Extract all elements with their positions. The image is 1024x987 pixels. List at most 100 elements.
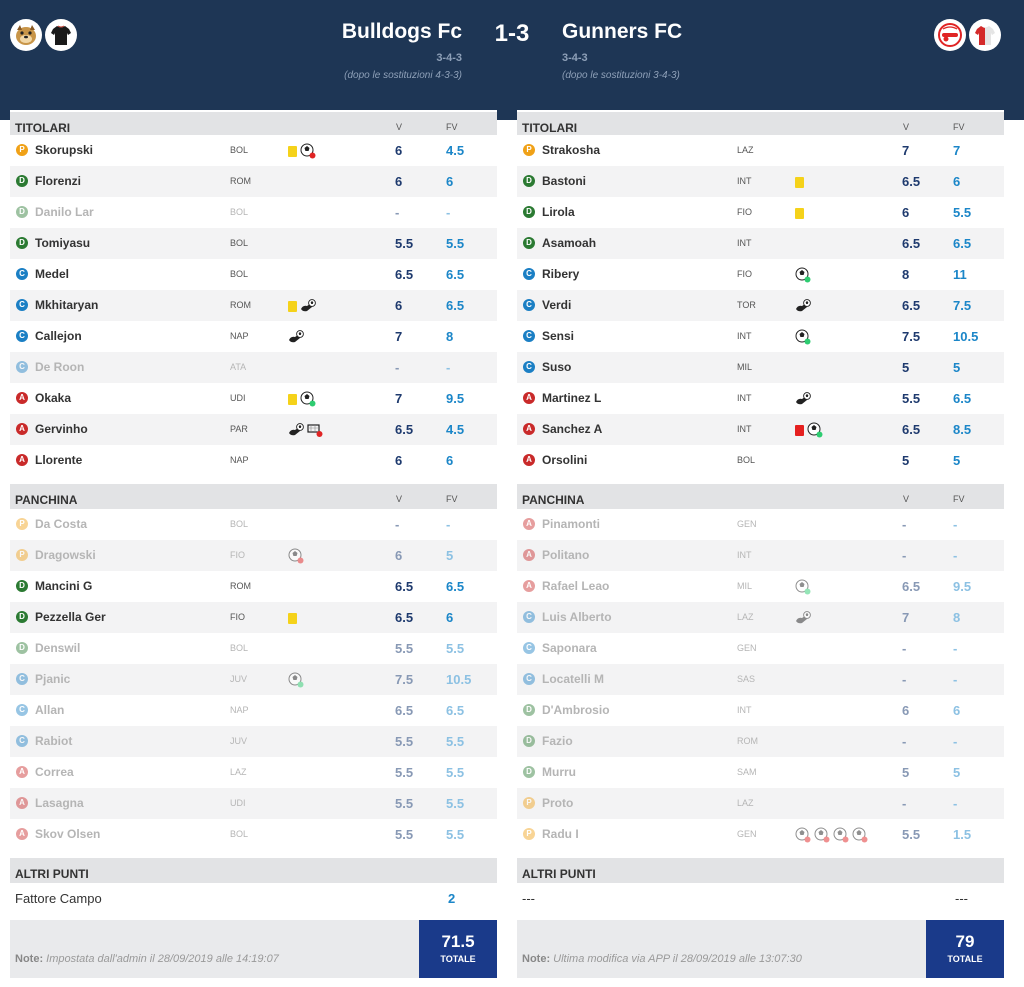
player-row[interactable]: C Pjanic JUV 7.5 10.5 <box>10 664 497 695</box>
player-name[interactable]: Mkhitaryan <box>35 298 99 312</box>
player-name[interactable]: Okaka <box>35 391 72 405</box>
player-name[interactable]: Danilo Lar <box>35 205 94 219</box>
player-row[interactable]: P Dragowski FIO 6 5 <box>10 540 497 571</box>
player-row[interactable]: D Florenzi ROM 6 6 <box>10 166 497 197</box>
player-row[interactable]: C Allan NAP 6.5 6.5 <box>10 695 497 726</box>
away-team-jersey[interactable] <box>969 19 1001 51</box>
player-row[interactable]: P Radu I GEN 5.5 1.5 <box>517 819 1004 850</box>
player-row[interactable]: P Proto LAZ - - <box>517 788 1004 819</box>
player-name[interactable]: Radu I <box>542 827 579 841</box>
player-row[interactable]: A Sanchez A INT 6.5 8.5 <box>517 414 1004 445</box>
player-name[interactable]: Proto <box>542 796 574 810</box>
player-name[interactable]: Pinamonti <box>542 517 601 531</box>
player-name[interactable]: Verdi <box>542 298 572 312</box>
player-name[interactable]: Fazio <box>542 734 573 748</box>
player-row[interactable]: C Rabiot JUV 5.5 5.5 <box>10 726 497 757</box>
player-name[interactable]: Bastoni <box>542 174 587 188</box>
player-row[interactable]: C Medel BOL 6.5 6.5 <box>10 259 497 290</box>
player-row[interactable]: A Rafael Leao MIL 6.5 9.5 <box>517 571 1004 602</box>
player-row[interactable]: A Llorente NAP 6 6 <box>10 445 497 476</box>
player-row[interactable]: C Luis Alberto LAZ 7 8 <box>517 602 1004 633</box>
away-team-logo[interactable] <box>934 19 966 51</box>
player-name[interactable]: Dragowski <box>35 548 96 562</box>
player-row[interactable]: D Denswil BOL 5.5 5.5 <box>10 633 497 664</box>
player-name[interactable]: Da Costa <box>35 517 88 531</box>
home-team-name[interactable]: Bulldogs Fc <box>341 20 462 43</box>
home-team-jersey[interactable] <box>45 19 77 51</box>
player-row[interactable]: P Da Costa BOL - - <box>10 509 497 540</box>
player-name[interactable]: Correa <box>35 765 74 779</box>
away-team-name[interactable]: Gunners FC <box>562 20 683 43</box>
player-name[interactable]: Locatelli M <box>542 672 605 686</box>
player-row[interactable]: P Skorupski BOL 6 4.5 <box>10 135 497 166</box>
player-row[interactable]: A Orsolini BOL 5 5 <box>517 445 1004 476</box>
player-row[interactable]: C Mkhitaryan ROM 6 6.5 <box>10 290 497 321</box>
player-row[interactable]: C Saponara GEN - - <box>517 633 1004 664</box>
player-club: LAZ <box>737 612 754 622</box>
player-name[interactable]: De Roon <box>35 360 85 374</box>
player-name[interactable]: Rabiot <box>35 734 73 748</box>
player-name[interactable]: Politano <box>542 548 590 562</box>
player-name[interactable]: Orsolini <box>542 453 588 467</box>
player-row[interactable]: A Pinamonti GEN - - <box>517 509 1004 540</box>
player-club: UDI <box>230 798 246 808</box>
player-row[interactable]: D Mancini G ROM 6.5 6.5 <box>10 571 497 602</box>
player-name[interactable]: Medel <box>35 267 70 281</box>
player-row[interactable]: A Martinez L INT 5.5 6.5 <box>517 383 1004 414</box>
player-row[interactable]: A Politano INT - - <box>517 540 1004 571</box>
player-name[interactable]: Florenzi <box>35 174 82 188</box>
player-row[interactable]: D Fazio ROM - - <box>517 726 1004 757</box>
player-name[interactable]: Sanchez A <box>542 422 603 436</box>
player-name[interactable]: Gervinho <box>35 422 88 436</box>
player-name[interactable]: D'Ambrosio <box>542 703 610 717</box>
player-row[interactable]: D Bastoni INT 6.5 6 <box>517 166 1004 197</box>
player-row[interactable]: D D'Ambrosio INT 6 6 <box>517 695 1004 726</box>
player-row[interactable]: C Suso MIL 5 5 <box>517 352 1004 383</box>
player-row[interactable]: A Lasagna UDI 5.5 5.5 <box>10 788 497 819</box>
player-row[interactable]: C Verdi TOR 6.5 7.5 <box>517 290 1004 321</box>
player-name[interactable]: Tomiyasu <box>35 236 91 250</box>
player-name[interactable]: Martinez L <box>542 391 602 405</box>
player-club: INT <box>737 705 752 715</box>
player-row[interactable]: C De Roon ATA - - <box>10 352 497 383</box>
player-name[interactable]: Saponara <box>542 641 597 655</box>
player-row[interactable]: A Correa LAZ 5.5 5.5 <box>10 757 497 788</box>
player-name[interactable]: Denswil <box>35 641 81 655</box>
player-name[interactable]: Strakosha <box>542 143 601 157</box>
player-name[interactable]: Llorente <box>35 453 83 467</box>
player-vote: 6 <box>902 205 910 220</box>
player-name[interactable]: Luis Alberto <box>542 610 612 624</box>
player-row[interactable]: D Murru SAM 5 5 <box>517 757 1004 788</box>
player-name[interactable]: Pezzella Ger <box>35 610 106 624</box>
player-row[interactable]: D Asamoah INT 6.5 6.5 <box>517 228 1004 259</box>
player-row[interactable]: P Strakosha LAZ 7 7 <box>517 135 1004 166</box>
player-club: BOL <box>230 207 249 217</box>
player-name[interactable]: Lirola <box>542 205 575 219</box>
player-row[interactable]: D Pezzella Ger FIO 6.5 6 <box>10 602 497 633</box>
player-row[interactable]: C Locatelli M SAS - - <box>517 664 1004 695</box>
player-name[interactable]: Ribery <box>542 267 580 281</box>
player-row[interactable]: C Ribery FIO 8 11 <box>517 259 1004 290</box>
player-name[interactable]: Skorupski <box>35 143 94 157</box>
altri-punti-header: ALTRI PUNTI <box>10 858 497 883</box>
player-row[interactable]: D Danilo Lar BOL - - <box>10 197 497 228</box>
player-row[interactable]: D Lirola FIO 6 5.5 <box>517 197 1004 228</box>
player-row[interactable]: D Tomiyasu BOL 5.5 5.5 <box>10 228 497 259</box>
player-name[interactable]: Skov Olsen <box>35 827 101 841</box>
player-name[interactable]: Suso <box>542 360 572 374</box>
player-name[interactable]: Mancini G <box>35 579 93 593</box>
player-row[interactable]: C Callejon NAP 7 8 <box>10 321 497 352</box>
player-name[interactable]: Lasagna <box>35 796 84 810</box>
player-name[interactable]: Sensi <box>542 329 575 343</box>
player-name[interactable]: Pjanic <box>35 672 71 686</box>
player-name[interactable]: Allan <box>35 703 65 717</box>
player-row[interactable]: A Skov Olsen BOL 5.5 5.5 <box>10 819 497 850</box>
player-row[interactable]: A Gervinho PAR 6.5 4.5 <box>10 414 497 445</box>
player-name[interactable]: Callejon <box>35 329 82 343</box>
player-name[interactable]: Asamoah <box>542 236 597 250</box>
player-name[interactable]: Rafael Leao <box>542 579 610 593</box>
home-team-logo[interactable] <box>10 19 42 51</box>
player-row[interactable]: C Sensi INT 7.5 10.5 <box>517 321 1004 352</box>
player-row[interactable]: A Okaka UDI 7 9.5 <box>10 383 497 414</box>
player-name[interactable]: Murru <box>542 765 576 779</box>
